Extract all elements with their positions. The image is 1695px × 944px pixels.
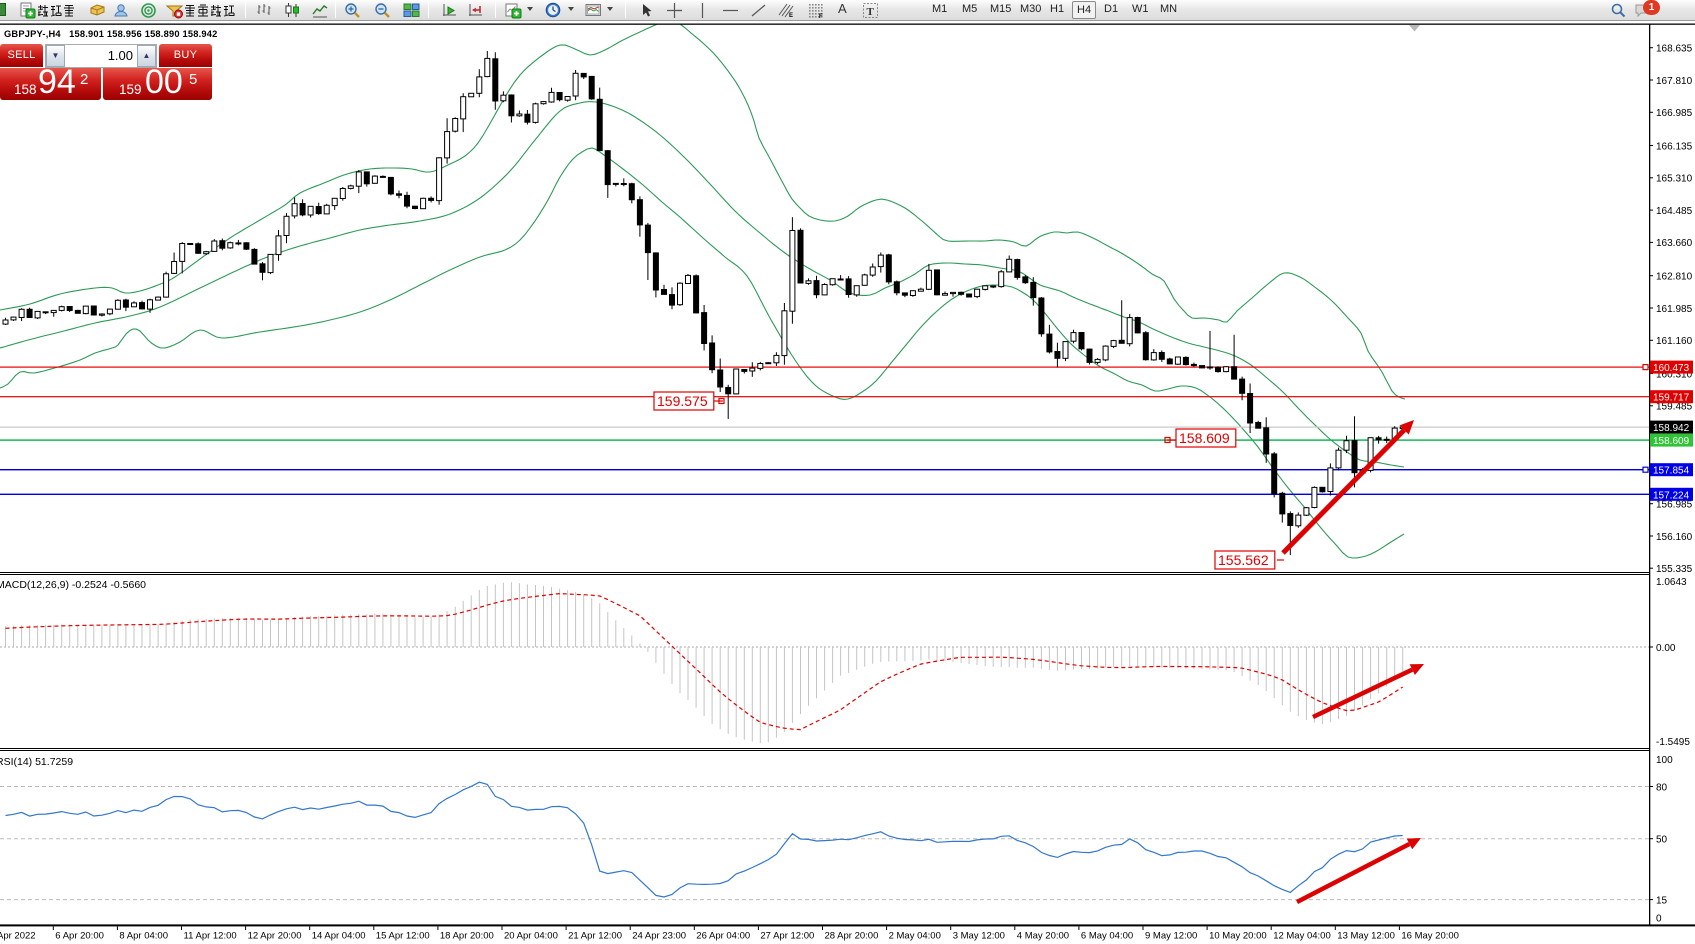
svg-text:167.810: 167.810 xyxy=(1656,76,1693,87)
svg-text:100: 100 xyxy=(1656,755,1673,766)
svg-text:162.810: 162.810 xyxy=(1656,272,1693,283)
svg-text:-1.5495: -1.5495 xyxy=(1656,737,1690,748)
svg-text:26 Apr 04:00: 26 Apr 04:00 xyxy=(696,931,750,942)
svg-text:T: T xyxy=(867,6,875,18)
svg-text:8 Apr 04:00: 8 Apr 04:00 xyxy=(119,931,168,942)
svg-text:160.473: 160.473 xyxy=(1653,363,1690,374)
svg-text:15: 15 xyxy=(1656,895,1668,906)
svg-text:12 May 04:00: 12 May 04:00 xyxy=(1273,931,1331,942)
svg-text:166.985: 166.985 xyxy=(1656,108,1693,119)
svg-text:12 Apr 20:00: 12 Apr 20:00 xyxy=(248,931,302,942)
svg-text:28 Apr 20:00: 28 Apr 20:00 xyxy=(825,931,879,942)
svg-text:0: 0 xyxy=(1656,914,1662,925)
svg-text:161.985: 161.985 xyxy=(1656,304,1693,315)
svg-text:157.224: 157.224 xyxy=(1653,490,1690,501)
svg-text:158.609: 158.609 xyxy=(1653,436,1690,447)
svg-text:13 May 12:00: 13 May 12:00 xyxy=(1337,931,1395,942)
svg-text:166.135: 166.135 xyxy=(1656,141,1693,152)
svg-text:158.942: 158.942 xyxy=(1653,423,1690,434)
svg-text:10 May 20:00: 10 May 20:00 xyxy=(1209,931,1267,942)
svg-text:6 May 04:00: 6 May 04:00 xyxy=(1081,931,1133,942)
svg-text:15 Apr 12:00: 15 Apr 12:00 xyxy=(376,931,430,942)
svg-text:2 May 04:00: 2 May 04:00 xyxy=(889,931,941,942)
svg-text:24 Apr 23:00: 24 Apr 23:00 xyxy=(632,931,686,942)
svg-text:21 Apr 12:00: 21 Apr 12:00 xyxy=(568,931,622,942)
svg-text:11 Apr 12:00: 11 Apr 12:00 xyxy=(184,931,237,942)
svg-text:4 May 20:00: 4 May 20:00 xyxy=(1017,931,1069,942)
svg-text:159.717: 159.717 xyxy=(1653,393,1690,404)
svg-text:155.562: 155.562 xyxy=(1218,552,1269,568)
svg-text:E: E xyxy=(789,13,793,19)
svg-text:156.985: 156.985 xyxy=(1656,500,1693,511)
svg-text:F: F xyxy=(819,14,823,19)
svg-text:80: 80 xyxy=(1656,782,1668,793)
svg-text:161.160: 161.160 xyxy=(1656,336,1693,347)
svg-text:1.0643: 1.0643 xyxy=(1656,577,1687,588)
svg-text:3 May 12:00: 3 May 12:00 xyxy=(953,931,1005,942)
svg-text:165.310: 165.310 xyxy=(1656,174,1693,185)
svg-text:168.635: 168.635 xyxy=(1656,44,1693,55)
svg-text:50: 50 xyxy=(1656,835,1668,846)
svg-text:160.310: 160.310 xyxy=(1656,369,1693,380)
svg-text:6 Apr 20:00: 6 Apr 20:00 xyxy=(55,931,104,942)
svg-text:9 May 12:00: 9 May 12:00 xyxy=(1145,931,1197,942)
svg-text:18 Apr 20:00: 18 Apr 20:00 xyxy=(440,931,494,942)
svg-text:155.335: 155.335 xyxy=(1656,564,1693,575)
svg-text:158.609: 158.609 xyxy=(1179,430,1230,446)
svg-text:164.485: 164.485 xyxy=(1656,206,1693,217)
svg-text:159.485: 159.485 xyxy=(1656,402,1693,413)
svg-text:16 May 20:00: 16 May 20:00 xyxy=(1401,931,1459,942)
svg-text:27 Apr 12:00: 27 Apr 12:00 xyxy=(760,931,814,942)
svg-text:157.854: 157.854 xyxy=(1653,466,1690,477)
svg-text:20 Apr 04:00: 20 Apr 04:00 xyxy=(504,931,558,942)
svg-text:0.00: 0.00 xyxy=(1656,643,1676,654)
svg-text:14 Apr 04:00: 14 Apr 04:00 xyxy=(312,931,366,942)
svg-text:Apr 2022: Apr 2022 xyxy=(0,931,36,942)
svg-text:156.160: 156.160 xyxy=(1656,532,1693,543)
svg-text:159.575: 159.575 xyxy=(657,393,708,409)
svg-text:163.660: 163.660 xyxy=(1656,238,1693,249)
